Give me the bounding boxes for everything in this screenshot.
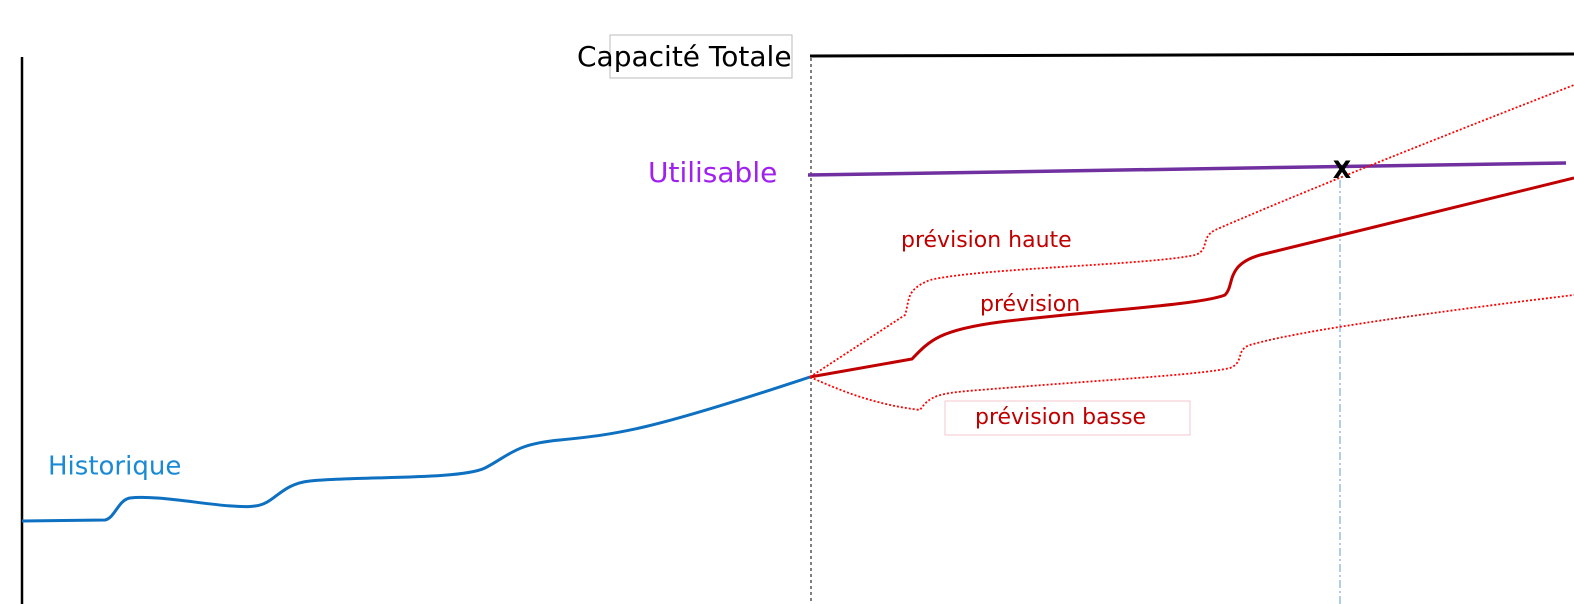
forecast-label: prévision — [980, 292, 1080, 317]
capacity-box — [609, 34, 793, 79]
forecast-line — [809, 176, 1574, 379]
usable-line — [807, 161, 1567, 177]
history-label: Historique — [48, 452, 181, 482]
forecast-low-box — [944, 400, 1191, 436]
capacity-line — [809, 52, 1574, 58]
forecast-high-line — [809, 84, 1574, 378]
forecast-low-line — [809, 294, 1574, 411]
usable-label: Utilisable — [648, 156, 777, 189]
forecast-low-label: prévision basse — [975, 405, 1146, 430]
history-line — [21, 375, 811, 523]
forecast-high-label: prévision haute — [901, 228, 1072, 253]
crossing-mark: X — [1333, 156, 1352, 184]
capacity-label: Capacité Totale — [577, 40, 792, 73]
